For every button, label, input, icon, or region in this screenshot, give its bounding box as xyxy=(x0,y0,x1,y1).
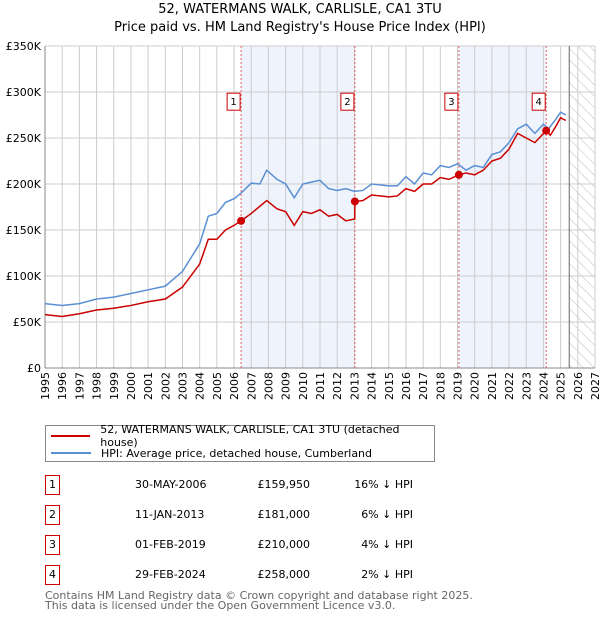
y-tick-label: £50K xyxy=(13,316,42,329)
x-tick-label: 2019 xyxy=(452,372,465,400)
x-tick-label: 2006 xyxy=(228,372,241,400)
x-tick-label: 2012 xyxy=(331,372,344,400)
sale-price: £210,000 xyxy=(257,538,311,551)
sale-date: 11-JAN-2013 xyxy=(135,508,205,521)
sale-number: 4 xyxy=(45,565,60,585)
x-tick-label: 2015 xyxy=(383,372,396,400)
sale-label-number: 4 xyxy=(536,97,542,108)
x-tick-label: 2017 xyxy=(417,372,430,400)
sale-price: £181,000 xyxy=(257,508,311,521)
sale-label-number: 1 xyxy=(230,97,236,108)
x-tick-label: 2001 xyxy=(142,372,155,400)
x-tick-label: 2008 xyxy=(262,372,275,400)
x-tick-label: 2020 xyxy=(469,372,482,400)
sale-hpi-diff: 2% ↓ HPI xyxy=(361,568,413,581)
sale-number: 3 xyxy=(45,535,60,555)
x-tick-label: 2023 xyxy=(520,372,533,400)
sale-number: 2 xyxy=(45,505,60,525)
sale-point xyxy=(454,170,463,179)
sale-price: £159,950 xyxy=(257,478,311,491)
x-tick-label: 2025 xyxy=(555,372,568,400)
x-tick-label: 2005 xyxy=(211,372,224,400)
x-tick-label: 1997 xyxy=(73,372,86,400)
x-tick-label: 2003 xyxy=(177,372,190,400)
sale-label-box xyxy=(226,92,241,111)
sale-row: 4 29-FEB-2024 £258,000 2% ↓ HPI xyxy=(45,565,445,585)
sale-hpi-diff: 6% ↓ HPI xyxy=(361,508,413,521)
sale-point xyxy=(350,197,359,206)
sale-label-number: 3 xyxy=(448,97,454,108)
hpi-series-line xyxy=(44,111,567,307)
x-tick-label: 2022 xyxy=(503,372,516,400)
x-tick-label: 2000 xyxy=(125,372,138,400)
x-tick-label: 2024 xyxy=(537,372,550,400)
legend-swatch xyxy=(51,452,91,454)
sale-row: 1 30-MAY-2006 £159,950 16% ↓ HPI xyxy=(45,475,445,495)
sale-hpi-diff: 4% ↓ HPI xyxy=(361,538,413,551)
sale-date: 01-FEB-2019 xyxy=(135,538,206,551)
shaded-period xyxy=(458,46,547,368)
y-tick-label: £200K xyxy=(6,178,42,191)
footer-licence: This data is licensed under the Open Gov… xyxy=(45,599,396,612)
y-tick-label: £300K xyxy=(6,86,42,99)
x-tick-label: 2021 xyxy=(486,372,499,400)
x-tick-label: 2004 xyxy=(194,372,207,400)
x-tick-label: 1996 xyxy=(56,372,69,400)
sale-label-box xyxy=(444,92,459,111)
x-tick-label: 2027 xyxy=(589,372,600,400)
x-tick-label: 1999 xyxy=(108,372,121,400)
sale-label-box xyxy=(531,92,546,111)
x-tick-label: 2026 xyxy=(572,372,585,400)
sale-label-box xyxy=(340,92,355,111)
legend-item-hpi: HPI: Average price, detached house, Cumb… xyxy=(51,445,372,461)
y-tick-label: £0 xyxy=(27,362,41,375)
y-tick-label: £250K xyxy=(6,132,42,145)
sale-row: 3 01-FEB-2019 £210,000 4% ↓ HPI xyxy=(45,535,445,555)
x-tick-label: 2014 xyxy=(366,372,379,400)
x-tick-label: 1998 xyxy=(91,372,104,400)
forecast-hatch xyxy=(569,46,595,368)
x-tick-label: 2007 xyxy=(245,372,258,400)
property-series-line xyxy=(44,116,567,318)
x-tick-label: 1995 xyxy=(39,372,52,400)
legend: 52, WATERMANS WALK, CARLISLE, CA1 3TU (d… xyxy=(45,423,435,462)
sale-row: 2 11-JAN-2013 £181,000 6% ↓ HPI xyxy=(45,505,445,525)
legend-item-property: 52, WATERMANS WALK, CARLISLE, CA1 3TU (d… xyxy=(51,423,434,449)
x-tick-label: 2011 xyxy=(314,372,327,400)
sale-point xyxy=(542,126,551,135)
sale-date: 30-MAY-2006 xyxy=(135,478,207,491)
sale-point xyxy=(237,216,246,225)
legend-label: HPI: Average price, detached house, Cumb… xyxy=(101,446,373,460)
sale-label-number: 2 xyxy=(344,97,350,108)
x-tick-label: 2018 xyxy=(434,372,447,400)
y-tick-label: £350K xyxy=(6,40,42,53)
sale-price: £258,000 xyxy=(257,568,311,581)
x-tick-label: 2013 xyxy=(348,372,361,400)
legend-swatch xyxy=(51,435,91,437)
x-tick-label: 2009 xyxy=(280,372,293,400)
x-tick-label: 2002 xyxy=(159,372,172,400)
chart-title: 52, WATERMANS WALK, CARLISLE, CA1 3TU xyxy=(158,2,442,17)
y-tick-label: £100K xyxy=(6,270,42,283)
legend-label: 52, WATERMANS WALK, CARLISLE, CA1 3TU (d… xyxy=(100,423,400,449)
x-tick-label: 2010 xyxy=(297,372,310,400)
chart-subtitle: Price paid vs. HM Land Registry's House … xyxy=(114,20,486,35)
sale-date: 29-FEB-2024 xyxy=(135,568,206,581)
x-tick-label: 2016 xyxy=(400,372,413,400)
sale-hpi-diff: 16% ↓ HPI xyxy=(354,478,413,491)
plot-area: 1995 1996 1997 1998 1999 2000 2001 2002 2003 2004… xyxy=(6,40,600,400)
y-tick-label: £150K xyxy=(6,224,42,237)
sale-number: 1 xyxy=(45,475,60,495)
footer-copyright: Contains HM Land Registry data © Crown c… xyxy=(45,589,473,602)
